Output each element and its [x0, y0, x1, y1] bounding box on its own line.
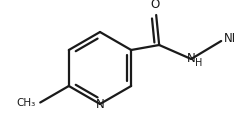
Text: O: O — [150, 0, 160, 11]
Text: NH₂: NH₂ — [224, 33, 234, 46]
Text: CH₃: CH₃ — [16, 98, 35, 108]
Text: H: H — [195, 58, 203, 68]
Text: N: N — [96, 98, 104, 111]
Text: N: N — [187, 51, 196, 64]
